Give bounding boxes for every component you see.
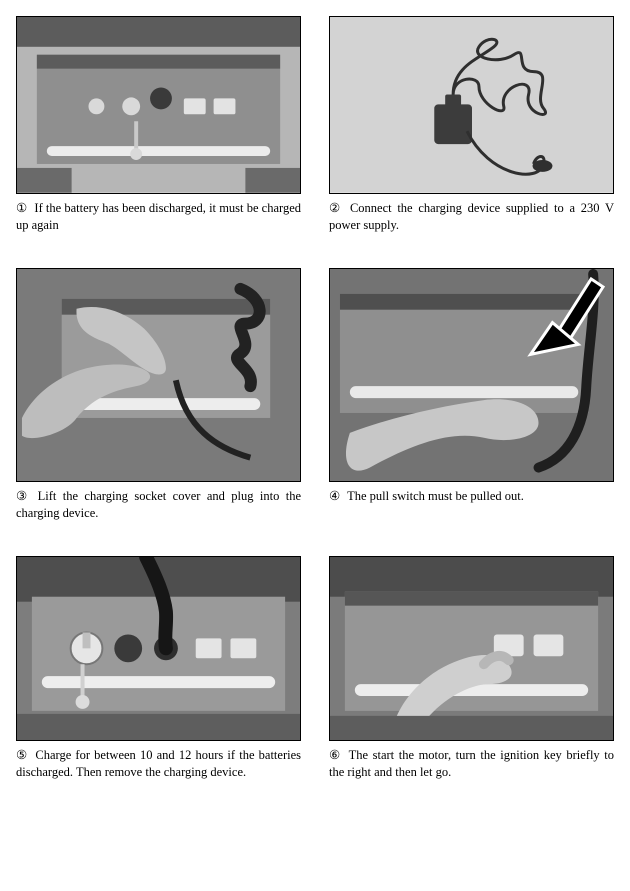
step-2-caption: Connect the charging device supplied to … — [329, 201, 614, 232]
step-1-number: ① — [16, 200, 27, 217]
step-6-caption-row: ⑥ The start the motor, turn the ignition… — [329, 747, 614, 781]
step-2: ② Connect the charging device supplied t… — [329, 16, 614, 234]
step-1-caption: If the battery has been discharged, it m… — [16, 201, 301, 232]
step-3-caption-row: ③ Lift the charging socket cover and plu… — [16, 488, 301, 522]
step-6-number: ⑥ — [329, 747, 340, 764]
step-5-caption-row: ⑤ Charge for between 10 and 12 hours if … — [16, 747, 301, 781]
step-1-image — [16, 16, 301, 194]
photo-charger — [330, 17, 613, 193]
step-6: ⑥ The start the motor, turn the ignition… — [329, 556, 614, 781]
step-2-number: ② — [329, 200, 340, 217]
photo-plug-socket — [17, 269, 300, 481]
step-4-image — [329, 268, 614, 482]
step-3-caption: Lift the charging socket cover and plug … — [16, 489, 301, 520]
photo-pull-switch — [330, 269, 613, 481]
step-4-number: ④ — [329, 488, 340, 505]
step-2-caption-row: ② Connect the charging device supplied t… — [329, 200, 614, 234]
step-4: ④ The pull switch must be pulled out. — [329, 268, 614, 522]
step-3-image — [16, 268, 301, 482]
step-1: ① If the battery has been discharged, it… — [16, 16, 301, 234]
photo-ignition-key — [330, 557, 613, 741]
step-5-number: ⑤ — [16, 747, 27, 764]
step-3-number: ③ — [16, 488, 27, 505]
step-4-caption-row: ④ The pull switch must be pulled out. — [329, 488, 614, 505]
photo-charging-indicator — [17, 557, 300, 741]
photo-control-panel — [17, 17, 300, 193]
step-5: ⑤ Charge for between 10 and 12 hours if … — [16, 556, 301, 781]
step-2-image — [329, 16, 614, 194]
step-4-caption: The pull switch must be pulled out. — [347, 489, 524, 503]
step-3: ③ Lift the charging socket cover and plu… — [16, 268, 301, 522]
step-6-image — [329, 556, 614, 742]
instruction-grid: ① If the battery has been discharged, it… — [16, 16, 614, 781]
step-6-caption: The start the motor, turn the ignition k… — [329, 748, 614, 779]
step-5-caption: Charge for between 10 and 12 hours if th… — [16, 748, 301, 779]
step-1-caption-row: ① If the battery has been discharged, it… — [16, 200, 301, 234]
step-5-image — [16, 556, 301, 742]
